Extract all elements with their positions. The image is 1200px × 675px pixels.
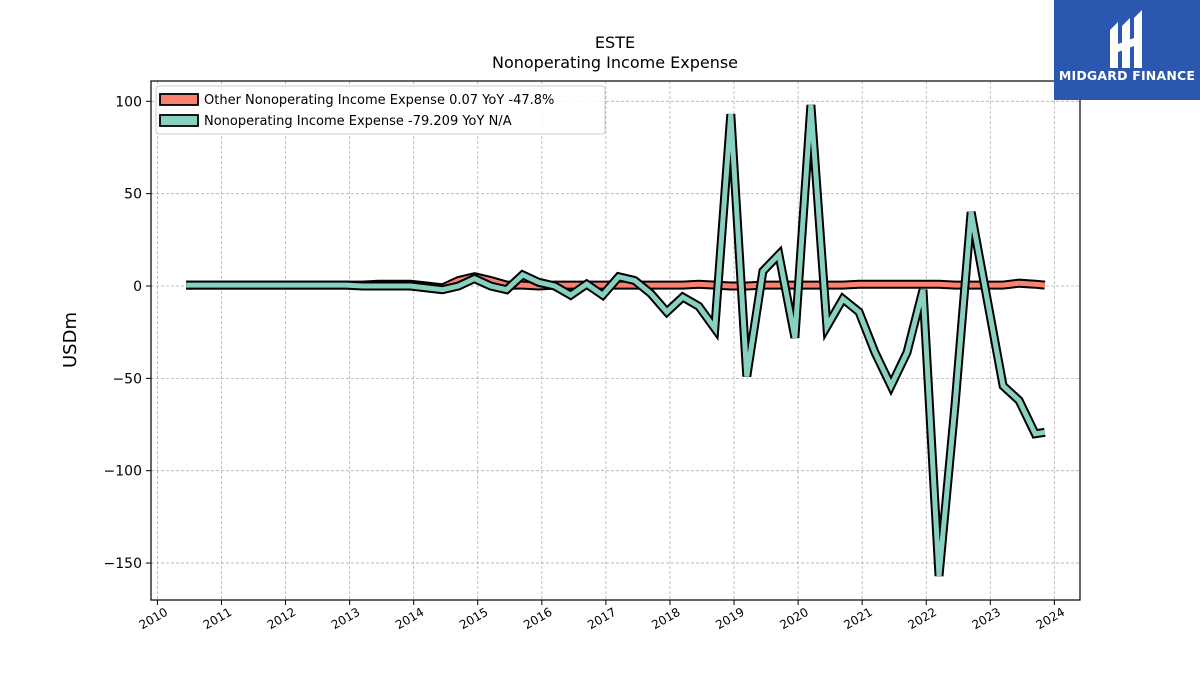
x-tick-label: 2022 [906,605,939,632]
x-tick-label: 2023 [970,605,1003,632]
legend-label-main: Nonoperating Income Expense -79.209 YoY … [204,114,512,129]
x-tick-label: 2012 [265,605,298,632]
x-tick-label: 2010 [137,605,170,632]
x-tick-label: 2016 [521,605,554,632]
legend: Other Nonoperating Income Expense 0.07 Y… [155,85,606,135]
x-tick-label: 2017 [585,605,618,632]
x-tick-label: 2020 [777,605,810,632]
chart-title: ESTE [595,33,635,52]
legend-swatch-other [159,93,199,106]
y-tick-label: −150 [104,556,142,572]
x-tick-label: 2015 [457,605,490,632]
legend-swatch-main [159,114,199,127]
chart-subtitle: Nonoperating Income Expense [492,53,738,72]
y-tick-label: 0 [133,279,142,295]
logo-mark-icon [1110,10,1142,68]
legend-box [155,85,606,135]
y-axis: 100 50 0 −50 −100 −150 [104,94,151,572]
series-nonoperating-outline [186,104,1046,577]
plot-frame [150,80,1081,601]
series-nonoperating-line [186,104,1046,577]
x-tick-label: 2011 [201,605,234,632]
logo-text: MIDGARD FINANCE [1058,68,1196,83]
x-tick-label: 2019 [713,605,746,632]
x-axis: 2010 2011 2012 2013 2014 2015 2016 2017 2018 2019… [137,600,1067,632]
x-tick-label: 2013 [329,605,362,632]
y-tick-label: 100 [115,94,142,110]
x-tick-label: 2021 [841,605,874,632]
y-tick-label: −100 [104,464,142,480]
y-tick-label: 50 [124,187,142,203]
y-tick-label: −50 [112,371,142,387]
legend-label-other: Other Nonoperating Income Expense 0.07 Y… [204,93,554,108]
x-tick-label: 2024 [1034,605,1067,632]
midgard-finance-logo: MIDGARD FINANCE [1054,0,1200,100]
x-tick-label: 2014 [393,605,426,632]
x-tick-label: 2018 [649,605,682,632]
y-axis-label: USDm [60,312,81,368]
series-nonoperating [186,104,1046,577]
series-layer [186,104,1046,577]
